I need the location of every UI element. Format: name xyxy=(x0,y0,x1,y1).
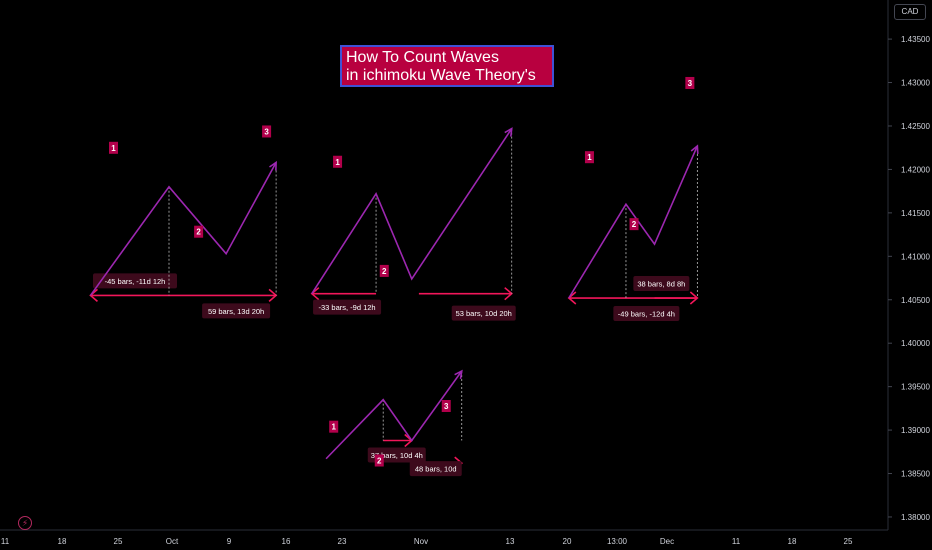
measure-label-box xyxy=(93,273,177,289)
currency-badge[interactable]: CAD xyxy=(894,4,926,20)
time-tick-label: 13:00 xyxy=(607,537,628,546)
price-tick-label: 1.42500 xyxy=(901,122,930,131)
title-annotation[interactable]: How To Count Waves in ichimoku Wave Theo… xyxy=(340,45,554,87)
wave-number-box xyxy=(109,141,118,154)
price-tick-label: 1.39000 xyxy=(901,426,930,435)
measure-label: 59 bars, 13d 20h xyxy=(208,307,264,316)
price-tick-label: 1.40500 xyxy=(901,296,930,305)
wave-number-box xyxy=(685,76,695,89)
wave-path[interactable] xyxy=(311,128,513,295)
price-tick-label: 1.38500 xyxy=(901,470,930,479)
measure-label: 53 bars, 10d 20h xyxy=(456,309,512,318)
wave-path[interactable] xyxy=(325,370,463,460)
time-tick-label: 13 xyxy=(506,537,515,546)
time-axis[interactable]: 11 18 25 Oct 9 16 23 Nov 13 20 13:00 Dec 11 18 25 xyxy=(1,537,853,546)
measure-label: -45 bars, -11d 12h xyxy=(105,277,166,286)
title-line-2: in ichimoku Wave Theory's xyxy=(346,67,536,84)
wave-number-label: 3 xyxy=(444,402,449,411)
price-tick-label: 1.41500 xyxy=(901,209,930,218)
wave-group[interactable]: -49 bars, -12d 4h 38 bars, 8d 8h 1 2 3 xyxy=(567,76,699,322)
time-tick-label: 18 xyxy=(58,537,67,546)
wave-number-box xyxy=(194,225,204,238)
time-tick-label: 20 xyxy=(563,537,572,546)
wave-number-label: 2 xyxy=(196,228,201,237)
tradingview-logo-icon[interactable]: ⚡ xyxy=(18,516,32,530)
time-tick-label: 25 xyxy=(114,537,123,546)
time-tick-label: Nov xyxy=(414,537,428,546)
wave-number-box xyxy=(441,400,451,412)
wave-number-box xyxy=(379,264,389,277)
time-tick-label: 9 xyxy=(227,537,232,546)
measure-label: 37 bars, 10d 4h xyxy=(371,451,423,460)
price-tick-label: 1.43500 xyxy=(901,35,930,44)
price-tick-label: 1.41000 xyxy=(901,252,930,261)
measure-label-box xyxy=(451,305,516,321)
measure-label: 38 bars, 8d 8h xyxy=(637,280,685,289)
price-axis[interactable]: 1.43500 1.43000 1.42500 1.42000 1.41500 1.410… xyxy=(888,35,930,522)
wave-number-box xyxy=(329,420,339,433)
measure-label-box xyxy=(202,303,271,319)
time-tick-label: 11 xyxy=(1,537,10,546)
measure-label-box xyxy=(633,276,690,292)
price-tick-label: 1.39500 xyxy=(901,383,930,392)
measure-label-box xyxy=(409,461,462,477)
wave-number-box xyxy=(333,155,343,168)
time-tick-label: 25 xyxy=(844,537,853,546)
wave-number-box xyxy=(584,151,594,164)
measure-label-box xyxy=(613,306,680,322)
time-tick-label: 23 xyxy=(338,537,347,546)
wave-group[interactable]: -45 bars, -11d 12h 59 bars, 13d 20h 1 2 3 xyxy=(89,125,278,319)
measure-label: -49 bars, -12d 4h xyxy=(618,310,675,319)
price-tick-label: 1.42000 xyxy=(901,165,930,174)
time-tick-label: Oct xyxy=(166,537,179,546)
wave-number-label: 2 xyxy=(377,457,382,466)
wave-number-label: 1 xyxy=(331,423,336,432)
price-tick-label: 1.43000 xyxy=(901,79,930,88)
title-line-1: How To Count Waves xyxy=(346,49,499,66)
wave-number-box xyxy=(374,454,384,467)
price-tick-label: 1.40000 xyxy=(901,339,930,348)
wave-group[interactable]: 37 bars, 10d 4h 48 bars, 10d 1 2 3 xyxy=(325,369,463,477)
measure-label-box xyxy=(313,299,382,315)
time-tick-label: Dec xyxy=(660,537,674,546)
time-tick-label: 18 xyxy=(788,537,797,546)
wave-arrowhead xyxy=(269,160,277,171)
wave-path[interactable] xyxy=(568,145,699,299)
wave-arrowhead xyxy=(454,369,463,380)
wave-number-box xyxy=(629,218,639,231)
price-tick-label: 1.38000 xyxy=(901,513,930,522)
wave-number-label: 1 xyxy=(587,153,592,162)
measure-label: -33 bars, -9d 12h xyxy=(318,303,375,312)
wave-arrowhead xyxy=(504,127,513,137)
wave-number-box xyxy=(262,125,272,138)
time-tick-label: 11 xyxy=(732,537,741,546)
wave-number-label: 1 xyxy=(335,158,340,167)
wave-arrowhead xyxy=(690,144,699,155)
time-tick-label: 16 xyxy=(282,537,291,546)
wave-path[interactable] xyxy=(89,162,277,296)
wave-drawings[interactable]: -45 bars, -11d 12h 59 bars, 13d 20h 1 2 3 -33… xyxy=(89,73,699,477)
measure-label: 48 bars, 10d xyxy=(415,465,457,474)
wave-number-label: 3 xyxy=(264,127,269,136)
wave-number-label: 2 xyxy=(632,220,637,229)
wave-number-label: 2 xyxy=(382,267,387,276)
wave-number-label: 1 xyxy=(111,144,116,153)
wave-number-label: 3 xyxy=(688,79,693,88)
